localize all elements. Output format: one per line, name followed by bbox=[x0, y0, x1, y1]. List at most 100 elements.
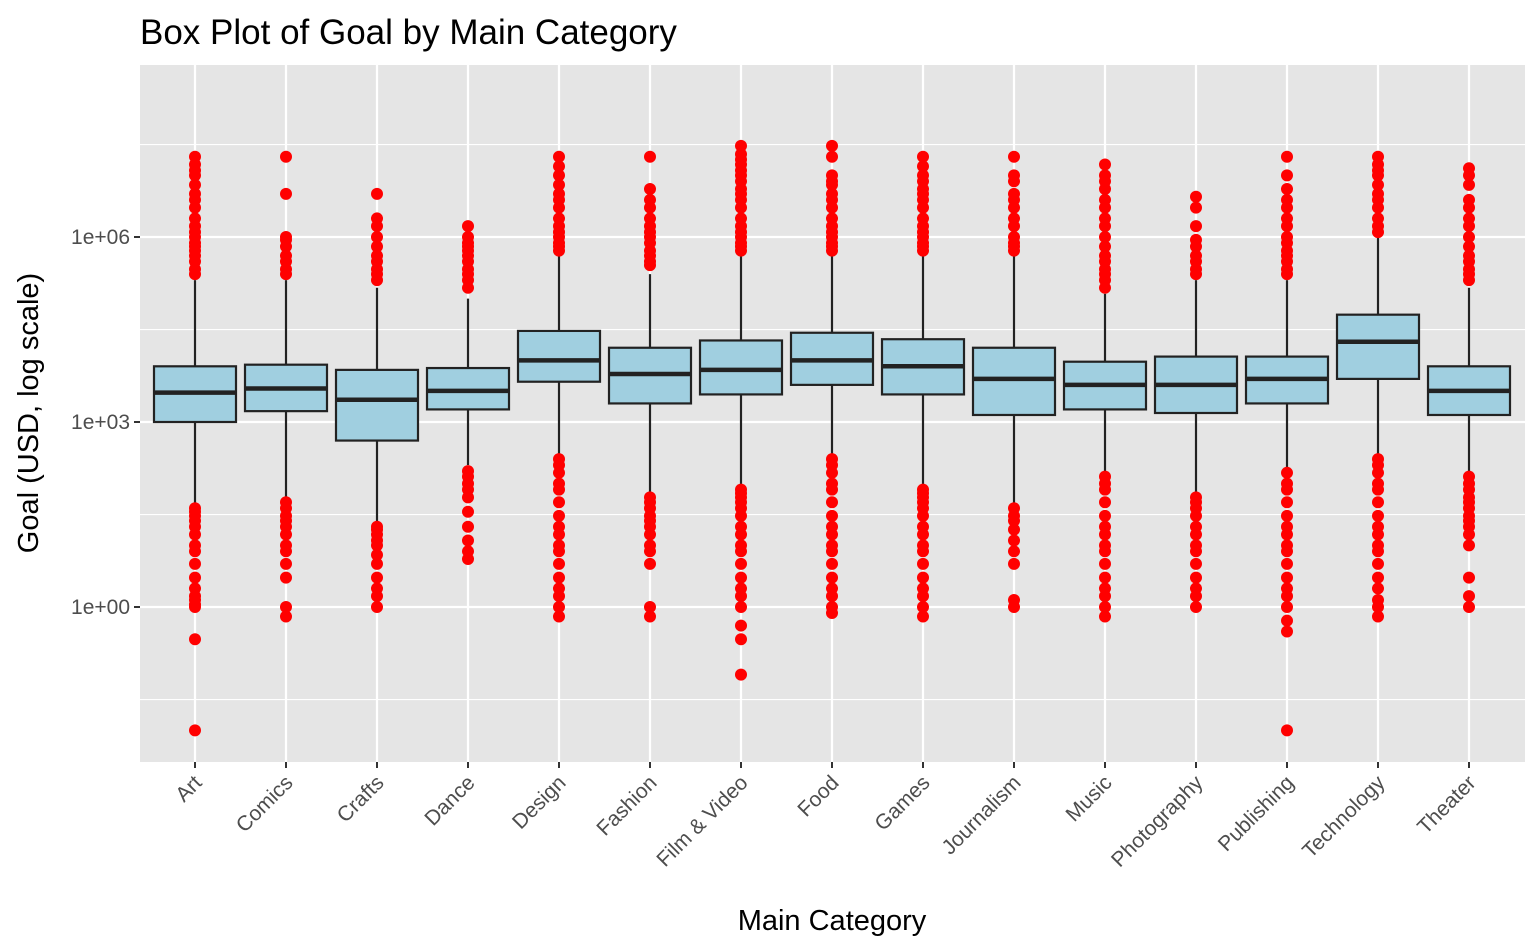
box-photography bbox=[1153, 190, 1239, 613]
outlier-point bbox=[917, 212, 929, 225]
outlier-point bbox=[553, 496, 565, 509]
outlier-point bbox=[462, 505, 474, 518]
outlier-point bbox=[1008, 593, 1020, 606]
outlier-point bbox=[1099, 557, 1111, 570]
outlier-point bbox=[1281, 625, 1293, 638]
box-iqr bbox=[1335, 313, 1421, 380]
outlier-point bbox=[1281, 614, 1293, 627]
outlier-point bbox=[280, 150, 292, 163]
outlier-point bbox=[280, 249, 292, 262]
y-tick-label: 1e+03 bbox=[71, 411, 130, 434]
y-tick-label: 1e+00 bbox=[71, 596, 130, 619]
outlier-point bbox=[1190, 249, 1202, 262]
outlier-point bbox=[1372, 539, 1384, 552]
outlier-point bbox=[1463, 212, 1475, 225]
box-crafts bbox=[334, 187, 420, 613]
outlier-point bbox=[826, 453, 838, 466]
outlier-point bbox=[462, 465, 474, 478]
outlier-point bbox=[1463, 590, 1475, 603]
x-tick-label: Theater bbox=[1413, 771, 1480, 838]
x-tick-label: Film & Video bbox=[652, 771, 752, 871]
x-tick-label: Games bbox=[870, 771, 934, 835]
outlier-point bbox=[1008, 502, 1020, 515]
outlier-point bbox=[462, 534, 474, 547]
outlier-point bbox=[917, 601, 929, 613]
outlier-point bbox=[553, 571, 565, 584]
outlier-point bbox=[1190, 571, 1202, 584]
outlier-point bbox=[1372, 582, 1384, 595]
outlier-point bbox=[735, 520, 747, 533]
outlier-point bbox=[917, 610, 929, 623]
outlier-point bbox=[1281, 231, 1293, 243]
outlier-point bbox=[553, 178, 565, 191]
outlier-point bbox=[1008, 523, 1020, 536]
outlier-point bbox=[371, 231, 383, 243]
outlier-point bbox=[371, 249, 383, 262]
outlier-point bbox=[1008, 187, 1020, 200]
outlier-point bbox=[553, 539, 565, 552]
x-tick-label: Dance bbox=[420, 771, 479, 830]
outlier-point bbox=[1099, 249, 1111, 262]
chart-title: Box Plot of Goal by Main Category bbox=[140, 13, 677, 52]
outlier-point bbox=[826, 139, 838, 152]
outlier-point bbox=[1281, 183, 1293, 196]
outlier-point bbox=[1372, 477, 1384, 490]
outlier-point bbox=[1281, 466, 1293, 479]
outlier-point bbox=[1463, 178, 1475, 191]
outlier-point bbox=[1372, 557, 1384, 570]
outlier-point bbox=[1099, 212, 1111, 225]
outlier-point bbox=[371, 187, 383, 200]
outlier-point bbox=[644, 610, 656, 623]
box-series bbox=[152, 139, 1512, 737]
outlier-point bbox=[280, 539, 292, 552]
outlier-point bbox=[553, 150, 565, 163]
outlier-point bbox=[280, 610, 292, 623]
x-tick-label: Art bbox=[171, 771, 206, 806]
outlier-point bbox=[1281, 212, 1293, 225]
outlier-point bbox=[371, 240, 383, 253]
outlier-point bbox=[462, 220, 474, 233]
outlier-point bbox=[1463, 231, 1475, 243]
outlier-point bbox=[1099, 610, 1111, 623]
outlier-point bbox=[1463, 193, 1475, 206]
box-iqr bbox=[516, 329, 602, 383]
x-tick-label: Food bbox=[793, 771, 843, 821]
outlier-point bbox=[826, 601, 838, 613]
outlier-point bbox=[1372, 178, 1384, 191]
outlier-point bbox=[1190, 491, 1202, 504]
outlier-point bbox=[644, 557, 656, 570]
outlier-point bbox=[1281, 601, 1293, 613]
outlier-point bbox=[1008, 231, 1020, 243]
x-tick-label: Fashion bbox=[592, 771, 661, 840]
outlier-point bbox=[1190, 233, 1202, 246]
outlier-point bbox=[371, 571, 383, 584]
box-dance bbox=[425, 220, 511, 566]
outlier-point bbox=[1190, 582, 1202, 595]
outlier-point bbox=[1099, 601, 1111, 613]
outlier-point bbox=[1281, 571, 1293, 584]
outlier-point bbox=[1190, 220, 1202, 233]
box-music bbox=[1062, 158, 1148, 623]
outlier-point bbox=[826, 187, 838, 200]
x-tick-label: Journalism bbox=[937, 771, 1025, 859]
outlier-point bbox=[462, 545, 474, 558]
outlier-point bbox=[462, 520, 474, 533]
outlier-point bbox=[644, 601, 656, 613]
outlier-point bbox=[1372, 212, 1384, 225]
outlier-point bbox=[1099, 509, 1111, 522]
outlier-point bbox=[1463, 240, 1475, 253]
outlier-point bbox=[1281, 150, 1293, 163]
outlier-point bbox=[280, 557, 292, 570]
x-tick-label: Music bbox=[1061, 771, 1116, 826]
x-tick-label: Comics bbox=[232, 771, 298, 837]
outlier-point bbox=[1190, 520, 1202, 533]
outlier-point bbox=[1372, 520, 1384, 533]
box-publishing bbox=[1244, 150, 1330, 737]
outlier-point bbox=[735, 619, 747, 632]
outlier-point bbox=[1372, 509, 1384, 522]
box-journalism bbox=[971, 150, 1057, 613]
outlier-point bbox=[1099, 158, 1111, 171]
outlier-point bbox=[644, 491, 656, 504]
outlier-point bbox=[553, 557, 565, 570]
